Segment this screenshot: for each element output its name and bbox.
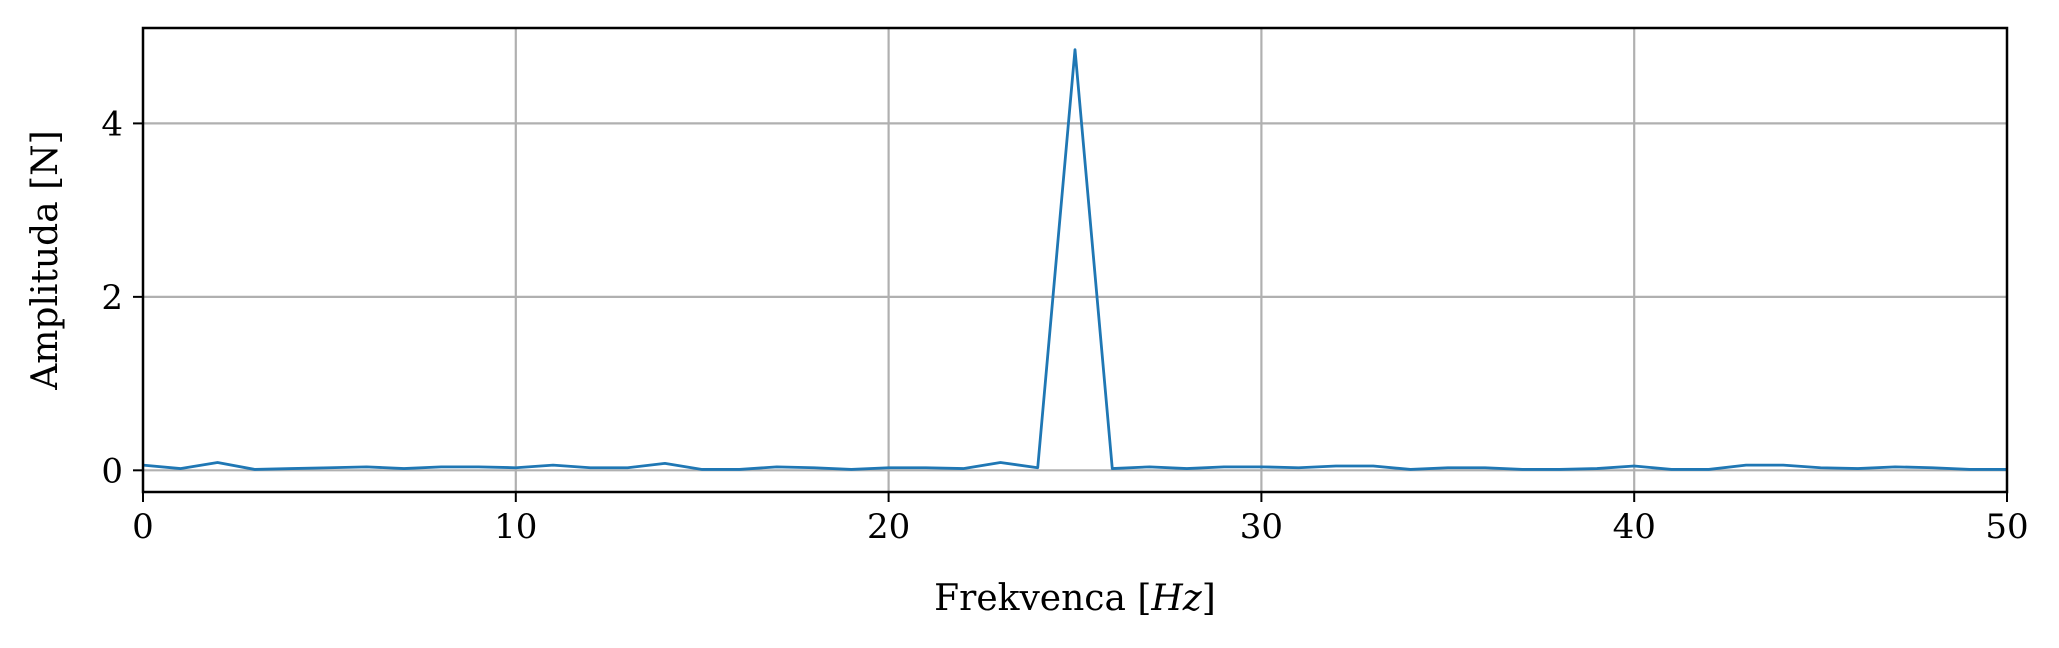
x-tick-label: 30 bbox=[1240, 507, 1283, 547]
grid bbox=[143, 28, 2007, 492]
ticks-layer: 0 10 20 30 40 50 0 2 4 bbox=[101, 104, 2028, 547]
x-axis-label: Frekvenca [Hz] bbox=[934, 578, 1216, 619]
x-tick-label: 40 bbox=[1613, 507, 1656, 547]
x-tick-label: 20 bbox=[867, 507, 910, 547]
x-tick-label: 50 bbox=[1985, 507, 2028, 547]
plot-frame bbox=[141, 26, 2009, 494]
y-tick-label: 4 bbox=[101, 104, 123, 144]
x-tick-label: 0 bbox=[132, 507, 154, 547]
y-tick-label: 2 bbox=[101, 278, 123, 318]
series-layer bbox=[142, 48, 2007, 471]
y-tick-label: 0 bbox=[101, 451, 123, 491]
x-tick-label: 10 bbox=[494, 507, 537, 547]
y-axis-label: Amplituda [N] bbox=[25, 130, 66, 390]
series-line bbox=[142, 48, 2007, 471]
